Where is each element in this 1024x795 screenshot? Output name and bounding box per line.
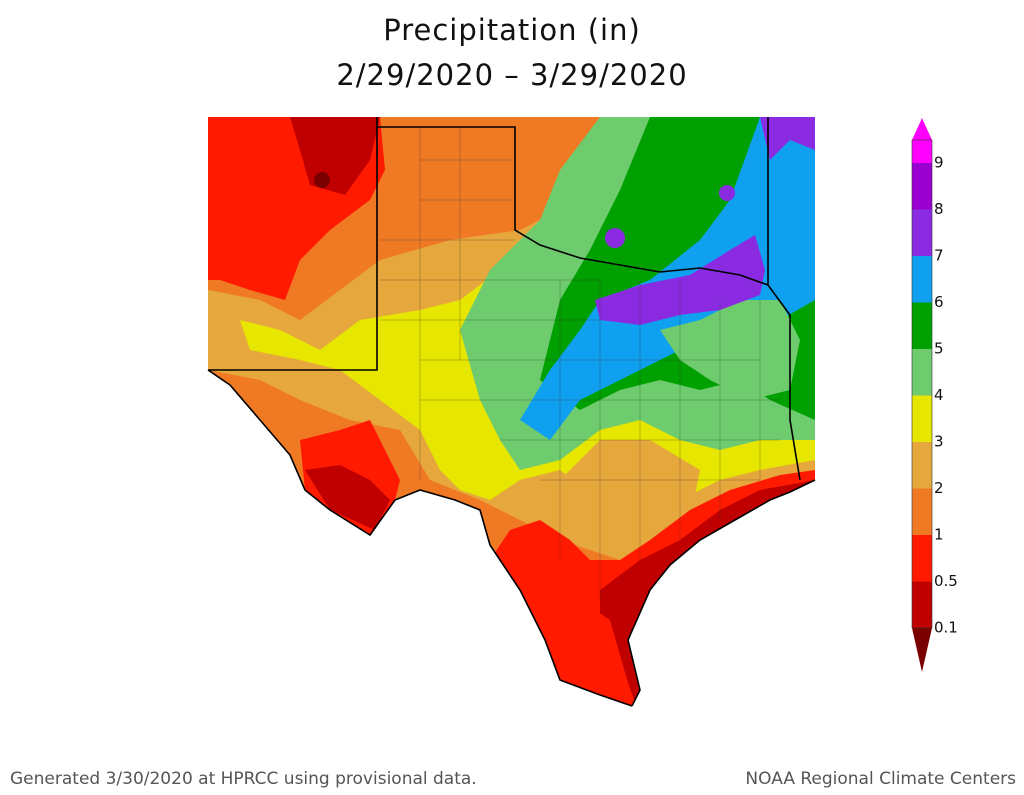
legend-swatch bbox=[912, 302, 932, 349]
legend-arrow bbox=[912, 118, 932, 140]
legend-label: 6 bbox=[934, 293, 944, 311]
legend-swatch bbox=[912, 140, 932, 163]
legend-label: 4 bbox=[934, 386, 944, 404]
borders bbox=[207, 117, 816, 707]
legend-swatch bbox=[912, 535, 932, 582]
legend-swatch bbox=[912, 209, 932, 256]
precip-map bbox=[208, 117, 815, 706]
subtitle: 2/29/2020 – 3/29/2020 bbox=[336, 58, 687, 92]
legend-swatch bbox=[912, 256, 932, 303]
title: Precipitation (in) bbox=[383, 13, 641, 47]
legend-swatch bbox=[912, 163, 932, 210]
legend-label: 9 bbox=[934, 154, 944, 172]
legend-label: 0.5 bbox=[934, 572, 958, 590]
legend-label: 0.1 bbox=[934, 619, 958, 637]
legend-swatch bbox=[912, 488, 932, 535]
legend-label: 2 bbox=[934, 479, 944, 497]
legend-label: 8 bbox=[934, 200, 944, 218]
legend-label: 5 bbox=[934, 340, 944, 358]
legend-swatch bbox=[912, 395, 932, 442]
legend-label: 3 bbox=[934, 433, 944, 451]
legend-frame bbox=[911, 139, 933, 629]
legend: 0.1 0.5 1 2 3 4 5 6 7 8 9 bbox=[911, 118, 958, 672]
legend-arrow bbox=[912, 628, 932, 672]
legend-swatch bbox=[912, 349, 932, 396]
footer-right: NOAA Regional Climate Centers bbox=[745, 769, 1016, 789]
legend-label: 1 bbox=[934, 526, 944, 544]
legend-swatch bbox=[912, 581, 932, 628]
legend-label: 7 bbox=[934, 247, 944, 265]
legend-swatch bbox=[912, 442, 932, 489]
footer-left: Generated 3/30/2020 at HPRCC using provi… bbox=[10, 769, 477, 789]
